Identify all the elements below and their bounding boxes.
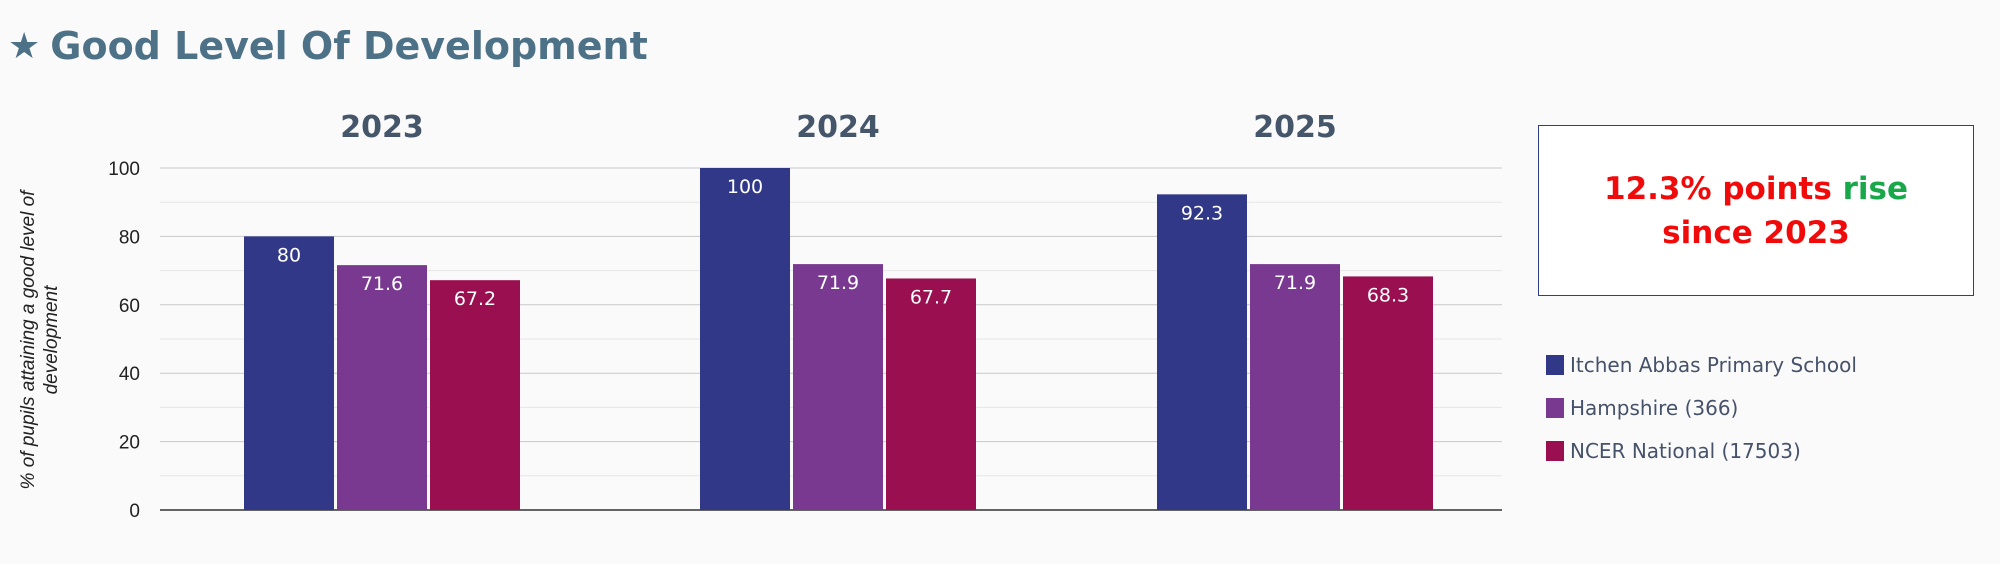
y-tick-label: 80 [119,227,140,248]
bar-data-label: 100 [727,176,763,198]
callout-since-text: since 2023 [1662,214,1850,251]
category-label: 2025 [1253,110,1337,145]
bar [1250,264,1340,510]
y-tick-label: 100 [108,159,140,180]
bar-data-label: 68.3 [1367,284,1409,306]
bar [337,265,427,510]
bar-data-label: 67.7 [910,286,952,308]
callout-rise-value: 12.3% points [1604,170,1832,207]
bar [793,264,883,510]
star-icon: ★ [8,25,41,67]
legend-label-school: Itchen Abbas Primary School [1570,353,1857,377]
bar [244,236,334,510]
legend-item-school: Itchen Abbas Primary School [1546,352,1857,378]
y-tick-label: 0 [129,501,140,522]
bar-data-label: 67.2 [454,288,496,310]
legend-label-hampshire: Hampshire (366) [1570,396,1739,420]
y-axis-label: % of pupils attaining a good level of de… [18,190,62,490]
bar [886,278,976,510]
legend-swatch-national [1546,441,1564,461]
chart-legend: Itchen Abbas Primary School Hampshire (3… [1546,352,1857,464]
bar-data-label: 71.6 [361,273,403,295]
page-title-text: Good Level Of Development [50,24,648,68]
summary-callout: 12.3% points rise since 2023 [1538,125,1974,296]
bar-data-label: 80 [277,244,301,266]
legend-item-national: NCER National (17503) [1546,438,1857,464]
y-tick-label: 40 [119,364,140,385]
bar [430,280,520,510]
bar-data-label: 71.9 [1274,272,1316,294]
page-title: ★ Good Level Of Development [8,24,648,68]
legend-label-national: NCER National (17503) [1570,439,1801,463]
legend-item-hampshire: Hampshire (366) [1546,395,1857,421]
bar [1343,276,1433,510]
category-label: 2024 [796,110,880,145]
bar-chart: 0 20 40 60 80 100 2023 80 71.6 67.2 2024 100 71.9 67.… [108,110,1502,522]
legend-swatch-hampshire [1546,398,1564,418]
bar [1157,194,1247,511]
legend-swatch-school [1546,355,1564,375]
callout-rise-word: rise [1842,170,1908,207]
y-tick-label: 20 [119,433,140,454]
bar-data-label: 92.3 [1181,202,1223,224]
bar [700,168,790,510]
y-tick-label: 60 [119,296,140,317]
bar-data-label: 71.9 [817,272,859,294]
category-label: 2023 [340,110,424,145]
